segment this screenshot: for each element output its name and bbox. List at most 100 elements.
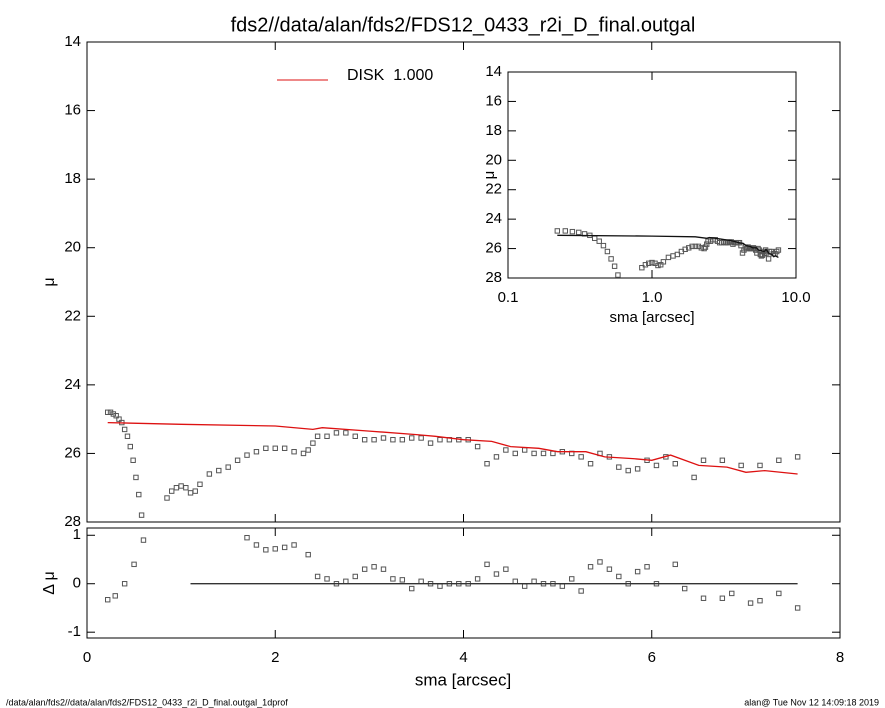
data-point (192, 488, 198, 494)
plot-area (105, 534, 801, 611)
data-point (305, 447, 311, 453)
data-point (562, 228, 569, 234)
data-point (263, 547, 269, 553)
data-point (554, 228, 561, 234)
data-point (291, 542, 297, 548)
y-axis-label: Δ μ (41, 571, 58, 594)
data-point (484, 561, 490, 568)
x-tick-label: 6 (648, 649, 656, 666)
x-tick-label: 2 (271, 649, 279, 666)
data-point (615, 272, 621, 278)
data-point (587, 564, 594, 570)
data-point (121, 426, 128, 433)
data-point (474, 443, 481, 450)
y-tick-label: 22 (64, 307, 81, 324)
y-tick-label: 28 (485, 269, 502, 286)
data-point (418, 435, 424, 441)
data-point (660, 259, 667, 265)
x-axis-label: sma [arcsec] (415, 670, 511, 689)
data-point (692, 243, 699, 250)
data-point (596, 238, 602, 244)
data-point (390, 437, 396, 443)
chart-title: fds2//data/alan/fds2/FDS12_0433_r2i_D_fi… (231, 14, 696, 36)
data-point (112, 593, 118, 599)
y-tick-label: 16 (64, 102, 81, 119)
data-point (140, 537, 147, 543)
data-point (138, 512, 145, 518)
data-point (371, 564, 377, 570)
data-point (700, 457, 707, 463)
data-point (281, 445, 288, 451)
data-point (741, 247, 747, 253)
data-point (689, 243, 695, 250)
data-point (646, 260, 652, 266)
data-point (739, 250, 746, 256)
data-point (234, 457, 241, 463)
x-axis-label: sma [arcsec] (609, 309, 694, 326)
data-point (686, 245, 692, 251)
data-point (729, 590, 735, 597)
data-point (531, 450, 537, 457)
data-point (291, 449, 297, 455)
data-point (333, 430, 340, 436)
data-point (600, 242, 607, 249)
data-point (503, 566, 509, 572)
x-tick-label: 1.0 (642, 289, 663, 306)
x-tick-label: 10.0 (781, 289, 810, 306)
data-point (371, 437, 377, 443)
data-point (794, 605, 801, 611)
data-point (427, 440, 434, 446)
data-point (343, 430, 349, 436)
data-point (197, 481, 203, 487)
data-point (121, 581, 128, 587)
data-point (691, 474, 697, 481)
y-tick-label: 14 (485, 63, 502, 80)
data-point (493, 571, 500, 577)
data-point (738, 462, 744, 469)
y-tick-label: 0 (73, 575, 81, 592)
y-tick-label: 26 (64, 444, 81, 461)
y-tick-label: 18 (485, 122, 502, 139)
data-point (183, 485, 189, 491)
data-point (105, 597, 111, 603)
data-point (719, 457, 726, 463)
y-tick-label: 24 (485, 210, 502, 227)
data-point (164, 495, 170, 501)
data-point (272, 546, 278, 552)
data-point (608, 256, 614, 262)
data-point (681, 585, 688, 592)
data-point (757, 597, 763, 604)
data-point (757, 462, 763, 469)
data-point (399, 577, 406, 583)
data-point (625, 467, 631, 474)
data-point (512, 450, 518, 457)
footer-left: /data/alan/fds2//data/alan/fds2/FDS12_04… (6, 697, 288, 707)
data-point (113, 413, 119, 419)
data-point (702, 244, 709, 250)
data-point (314, 433, 321, 439)
y-tick-label: 26 (485, 240, 502, 257)
data-point (300, 450, 307, 457)
data-point (225, 464, 231, 470)
data-point (244, 534, 250, 541)
data-point (244, 452, 250, 458)
data-point (576, 229, 582, 236)
y-tick-label: 20 (64, 239, 81, 256)
data-point (380, 435, 387, 441)
y-tick-label: 22 (485, 181, 502, 198)
data-point (105, 409, 111, 415)
data-point (730, 241, 736, 247)
data-point (704, 241, 710, 247)
data-point (253, 449, 260, 455)
model-line (107, 421, 798, 475)
y-axis-label: μ (481, 171, 498, 180)
y-tick-label: -1 (68, 623, 81, 640)
data-point (569, 228, 576, 235)
data-point (616, 573, 622, 580)
y-tick-label: 14 (64, 33, 81, 50)
data-point (390, 576, 396, 582)
footer-right: alan@ Tue Nov 12 14:09:18 2019 (744, 697, 879, 707)
data-point (755, 245, 761, 252)
data-point (409, 585, 415, 592)
